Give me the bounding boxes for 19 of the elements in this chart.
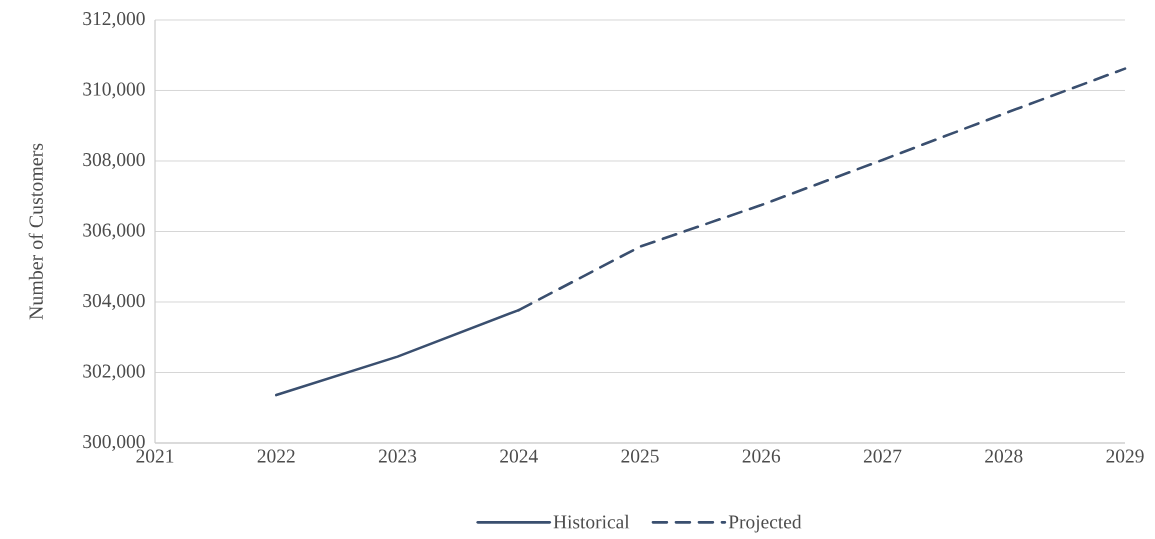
y-tick-label: 310,000 bbox=[83, 82, 145, 99]
x-tick-label: 2021 bbox=[136, 449, 174, 463]
x-tick-label: 2028 bbox=[985, 449, 1023, 463]
y-tick-label: 306,000 bbox=[83, 223, 145, 240]
x-tick-label: 2025 bbox=[621, 449, 659, 463]
x-tick-label: 2026 bbox=[742, 449, 781, 463]
y-tick-label: 308,000 bbox=[83, 153, 145, 169]
y-axis-title: Number of Customers bbox=[28, 143, 43, 320]
x-tick-label: 2023 bbox=[378, 449, 417, 463]
x-tick-label: 2024 bbox=[500, 449, 538, 463]
x-tick-label: 2029 bbox=[1106, 449, 1144, 463]
y-tick-label: 312,000 bbox=[83, 12, 145, 28]
x-tick-label: 2027 bbox=[863, 449, 902, 463]
y-tick-label: 304,000 bbox=[83, 294, 145, 310]
x-tick-label: 2022 bbox=[257, 449, 295, 463]
legend-label: Projected bbox=[728, 514, 802, 533]
y-tick-label: 300,000 bbox=[83, 435, 145, 451]
y-tick-label: 302,000 bbox=[83, 364, 145, 381]
legend-label: Historical bbox=[553, 514, 630, 529]
